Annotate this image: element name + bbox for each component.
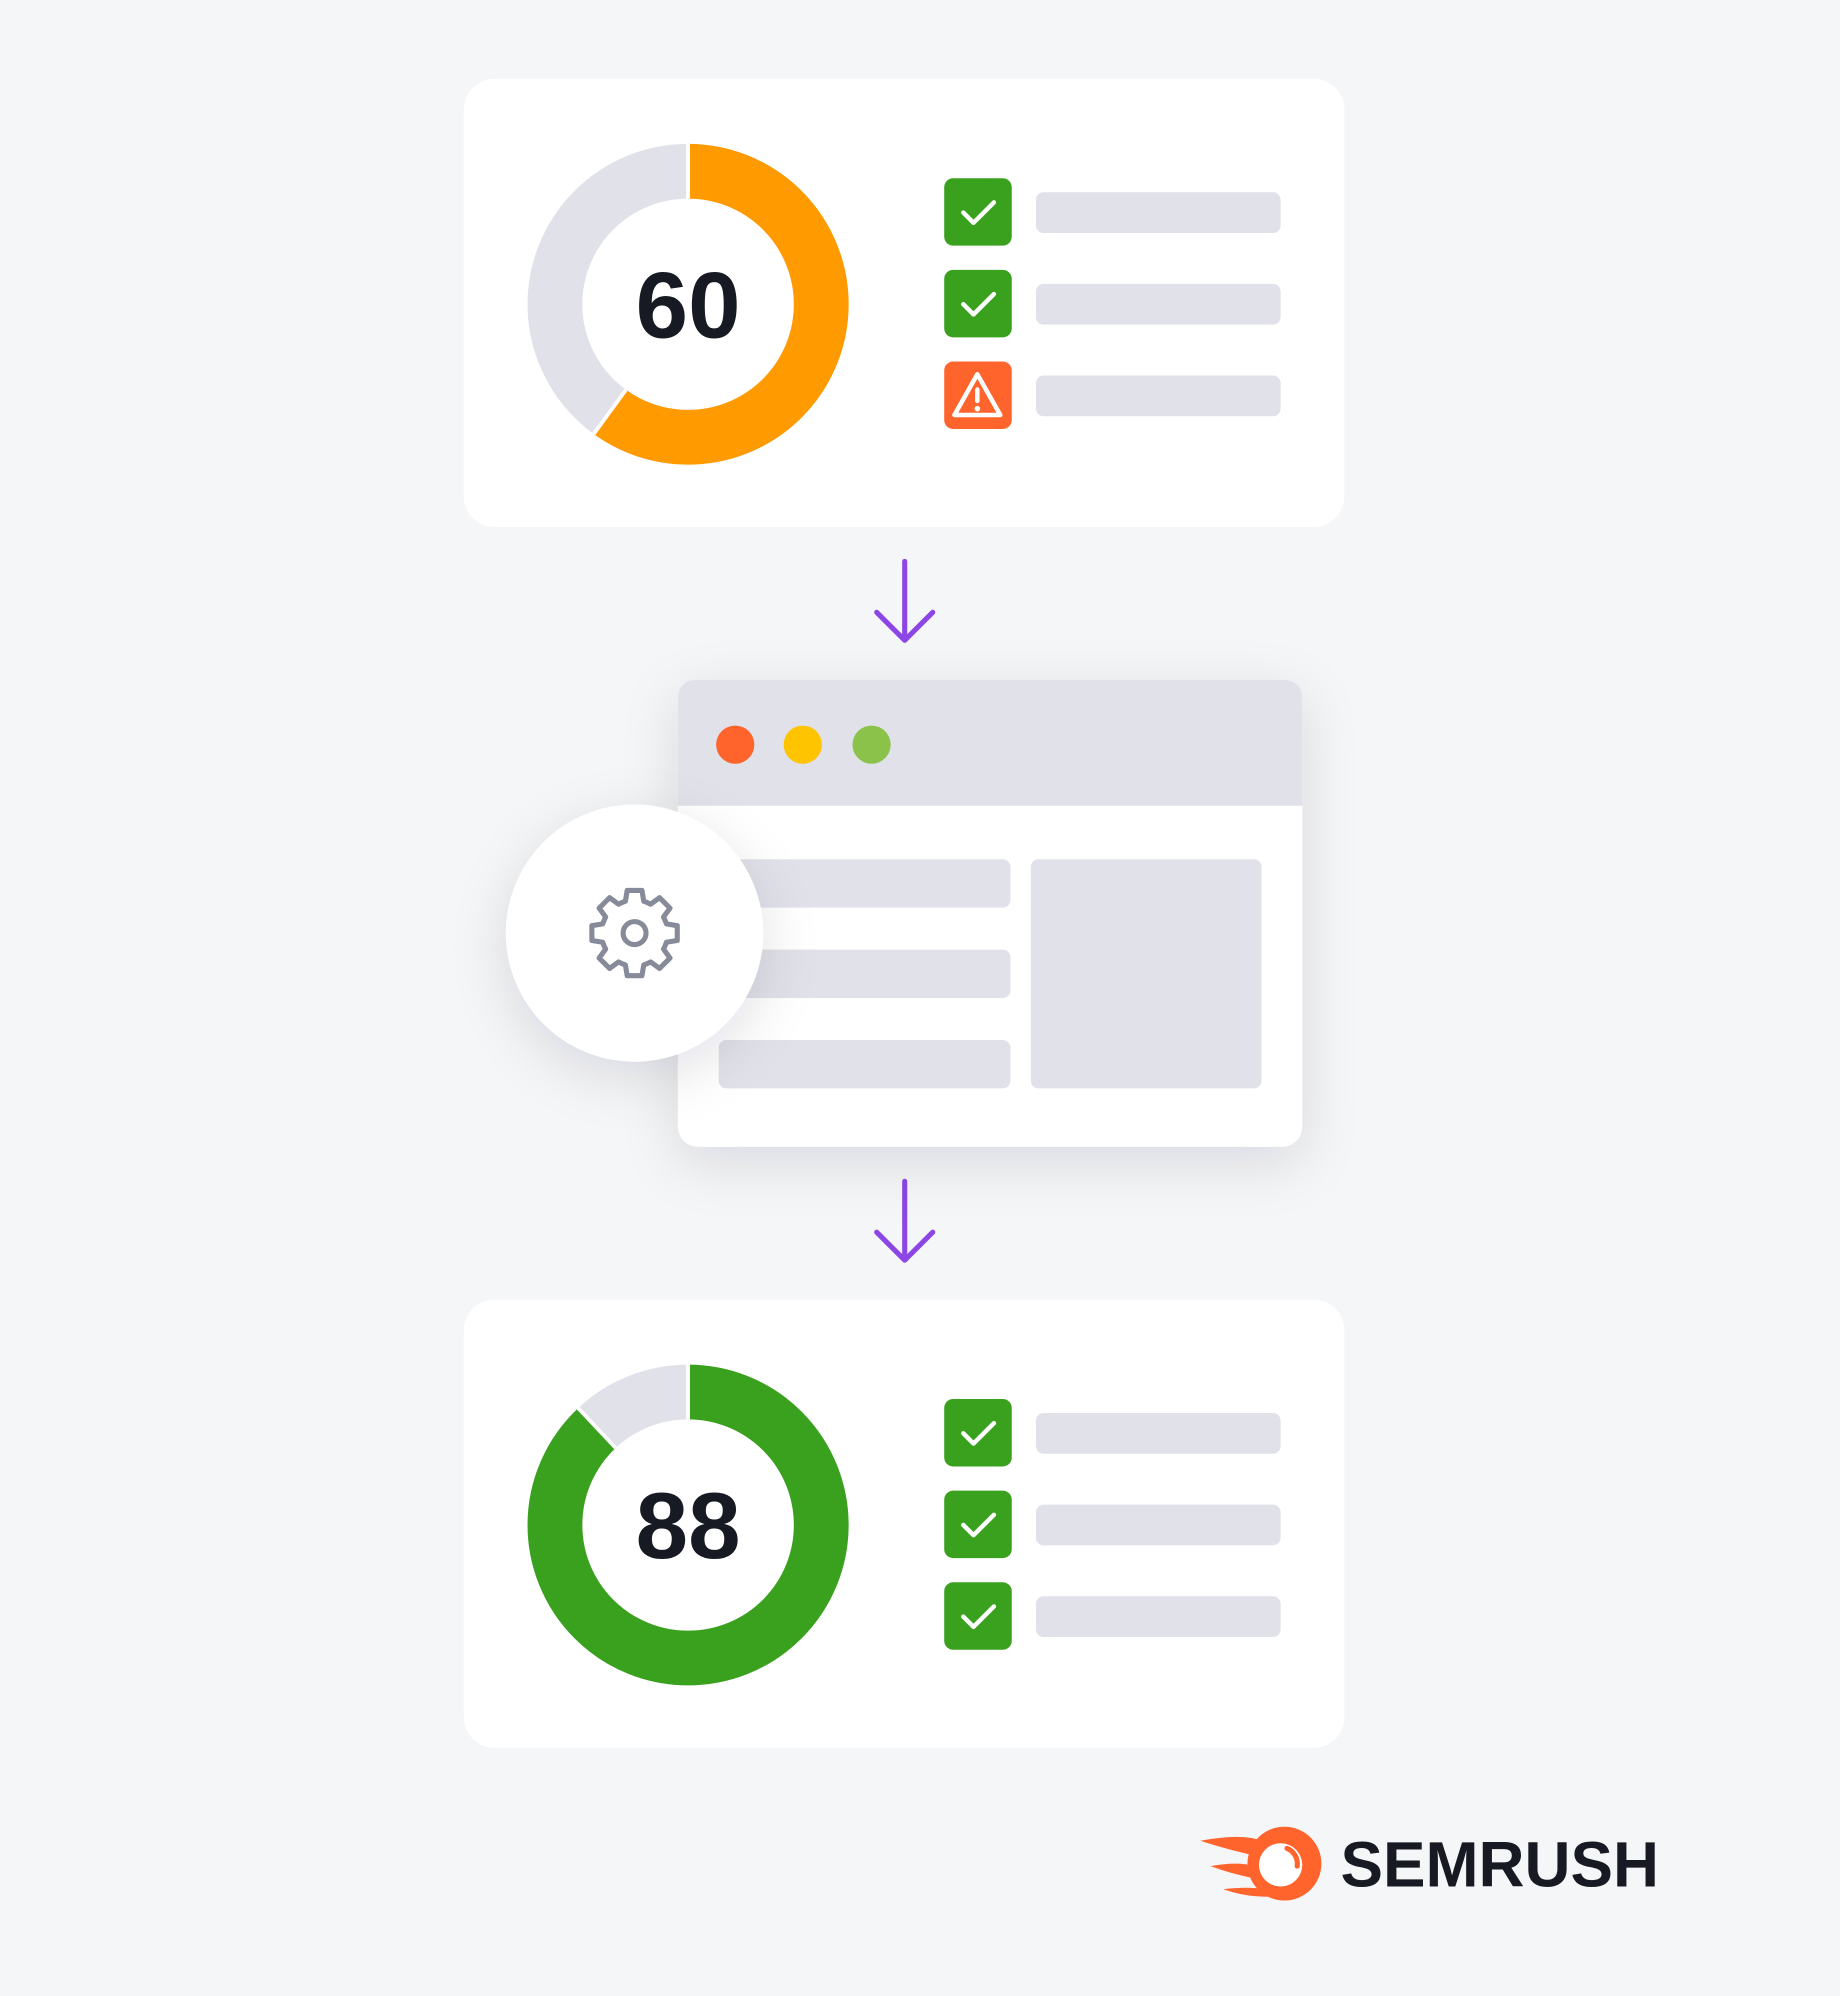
arrow (874, 1178, 936, 1263)
check-icon (944, 1490, 1012, 1559)
gauge-divider (576, 1406, 618, 1450)
check-mark (961, 1420, 997, 1446)
check-icon (944, 1582, 1012, 1650)
score-card: 60 (463, 78, 1345, 528)
placeholder-line (1035, 283, 1281, 325)
placeholder-line (1035, 1504, 1281, 1546)
placeholder-line (1035, 375, 1281, 417)
placeholder-line (1035, 1596, 1281, 1638)
score-value: 60 (636, 252, 741, 357)
check-mark (961, 200, 997, 225)
placeholder-line (1035, 1412, 1281, 1454)
check-icon (944, 178, 1012, 246)
check-mark (961, 291, 997, 317)
check-icon (944, 269, 1012, 338)
arrow (874, 558, 936, 643)
check-icon (944, 1398, 1012, 1467)
browser-window (677, 679, 1303, 1147)
logo-text: SEMRUSH (1340, 1830, 1658, 1901)
warning-mark (974, 405, 981, 412)
logo-icon (1200, 1826, 1322, 1901)
settings-badge (505, 804, 764, 1062)
check-mark (961, 1604, 997, 1630)
gauge-divider (592, 388, 628, 436)
score-card: 88 (463, 1299, 1345, 1748)
check-mark (961, 1512, 997, 1538)
placeholder-line (1035, 192, 1281, 233)
score-value: 88 (636, 1473, 741, 1578)
warning-mark (952, 372, 1003, 418)
